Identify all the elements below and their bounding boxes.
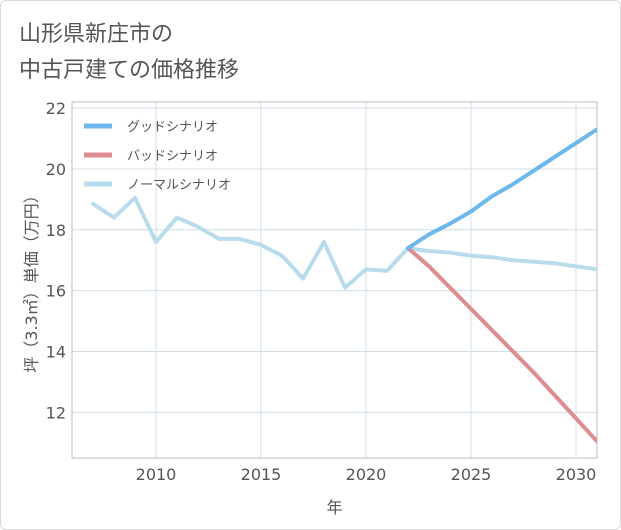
- x-tick-label: 2010: [136, 465, 177, 484]
- y-tick-label: 20: [46, 160, 66, 179]
- title-line-1: 山形県新庄市の: [19, 22, 174, 47]
- page-title: 山形県新庄市の 中古戸建ての価格推移: [19, 17, 239, 89]
- y-tick-label: 22: [46, 99, 66, 118]
- y-tick-label: 14: [46, 343, 66, 362]
- y-tick-label: 16: [46, 282, 66, 301]
- plot-frame: [71, 101, 598, 459]
- legend-label: グッドシナリオ: [127, 120, 218, 135]
- y-axis-title: 坪（3.3㎡）単価（万円）: [22, 187, 41, 372]
- series-line-0: [406, 127, 597, 251]
- axis-ticks: 2010 2015 2020 2025 2030 12 14 16 18 20 22: [46, 99, 597, 484]
- x-tick-label: 2025: [451, 465, 492, 484]
- legend-label: バッドシナリオ: [127, 149, 218, 164]
- x-tick-label: 2030: [556, 465, 597, 484]
- legend-label: ノーマルシナリオ: [127, 178, 231, 193]
- x-axis-title: 年: [326, 498, 342, 517]
- title-line-2: 中古戸建ての価格推移: [19, 58, 240, 83]
- y-tick-label: 18: [46, 221, 66, 240]
- x-tick-label: 2015: [241, 465, 282, 484]
- x-tick-label: 2020: [346, 465, 387, 484]
- series-line-2: [91, 195, 597, 290]
- chart-grid: [72, 102, 597, 458]
- series-line-1: [406, 246, 597, 444]
- series-layer: [91, 127, 597, 444]
- y-tick-label: 12: [46, 403, 66, 422]
